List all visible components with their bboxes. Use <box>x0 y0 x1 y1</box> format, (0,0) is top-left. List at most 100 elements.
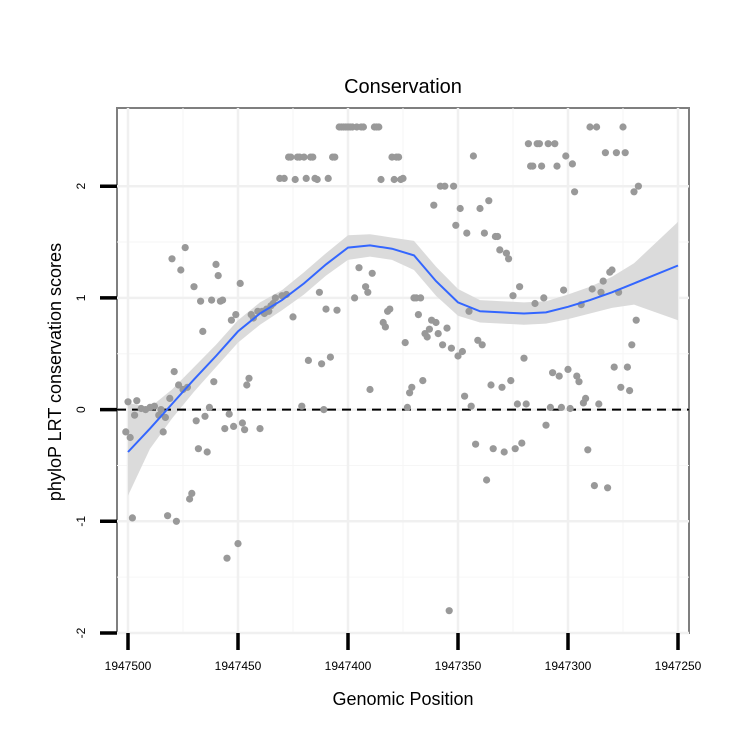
data-point <box>172 517 180 525</box>
data-point <box>395 153 403 161</box>
data-point <box>540 294 548 302</box>
data-point <box>630 188 638 196</box>
data-point <box>467 402 475 410</box>
data-point <box>549 369 557 377</box>
data-point <box>634 182 643 190</box>
data-point <box>241 426 249 434</box>
data-point <box>227 316 235 324</box>
smooth-line <box>127 244 679 453</box>
data-point <box>494 232 502 241</box>
data-point <box>364 288 372 296</box>
data-point <box>186 495 194 503</box>
data-point <box>313 175 321 184</box>
data-point <box>287 153 295 161</box>
y-tick-label: -1 <box>74 516 88 527</box>
data-point <box>423 333 431 341</box>
data-point <box>456 204 464 213</box>
data-point <box>408 383 416 391</box>
data-point <box>582 394 590 402</box>
data-point <box>555 372 563 380</box>
data-point <box>573 372 581 380</box>
y-tick-label: 2 <box>74 183 88 190</box>
data-point <box>208 296 216 304</box>
data-point <box>469 152 477 160</box>
data-point <box>610 363 618 371</box>
data-point <box>159 428 167 436</box>
data-point <box>331 153 339 161</box>
data-point <box>157 406 165 414</box>
data-point <box>333 306 341 314</box>
data-point <box>212 260 220 268</box>
data-point <box>623 363 632 371</box>
data-point <box>544 140 552 148</box>
data-point <box>225 410 233 418</box>
data-point <box>513 400 522 408</box>
x-tick-label: 1947400 <box>325 659 372 673</box>
data-point <box>203 448 211 456</box>
y-tick-label: -2 <box>74 627 88 638</box>
data-point <box>417 294 425 302</box>
data-point <box>214 272 222 280</box>
data-point <box>298 402 306 410</box>
data-point <box>439 341 447 349</box>
data-point <box>546 403 555 411</box>
data-point <box>366 385 374 394</box>
data-point <box>575 378 583 386</box>
data-point <box>502 249 510 257</box>
data-point <box>588 285 596 293</box>
data-point <box>628 341 636 349</box>
data-point <box>164 512 172 520</box>
data-point <box>170 368 178 376</box>
data-point <box>621 149 629 157</box>
data-point <box>161 413 169 421</box>
data-point <box>302 174 310 182</box>
data-point <box>175 381 183 389</box>
data-point <box>399 174 407 182</box>
data-point <box>483 476 491 484</box>
data-point <box>454 352 462 360</box>
data-point <box>188 489 196 497</box>
data-point <box>326 353 334 361</box>
data-point <box>351 294 359 302</box>
data-point <box>245 374 253 382</box>
data-point <box>632 316 640 324</box>
data-point <box>498 383 506 391</box>
data-point <box>304 356 312 364</box>
data-point <box>201 412 209 420</box>
data-point <box>441 182 449 190</box>
data-point <box>560 286 568 294</box>
data-point <box>128 514 136 522</box>
data-point <box>291 175 299 184</box>
data-point <box>271 294 279 302</box>
data-point <box>522 400 530 408</box>
data-point <box>300 153 308 161</box>
data-point <box>553 162 561 170</box>
data-point <box>478 341 486 349</box>
data-point <box>177 266 185 274</box>
data-point <box>133 397 141 405</box>
data-point <box>219 296 227 304</box>
data-point <box>601 149 610 157</box>
y-tick-label: 1 <box>74 294 88 301</box>
data-point <box>362 283 370 291</box>
data-point <box>131 411 139 419</box>
data-point <box>236 279 244 287</box>
data-point <box>599 277 607 285</box>
data-point <box>419 377 427 385</box>
data-point <box>194 445 202 453</box>
data-point <box>507 377 515 385</box>
data-point <box>324 174 332 182</box>
data-point <box>595 400 603 408</box>
data-point <box>590 482 599 490</box>
data-point <box>190 283 198 291</box>
data-point <box>322 305 330 313</box>
smooth-line-layer <box>127 244 679 453</box>
x-tick-label: 1947250 <box>655 659 702 673</box>
data-point <box>181 244 189 252</box>
data-point <box>566 404 574 413</box>
data-point <box>487 381 495 389</box>
data-point <box>463 229 471 237</box>
data-point <box>280 174 288 182</box>
data-point <box>414 311 422 319</box>
